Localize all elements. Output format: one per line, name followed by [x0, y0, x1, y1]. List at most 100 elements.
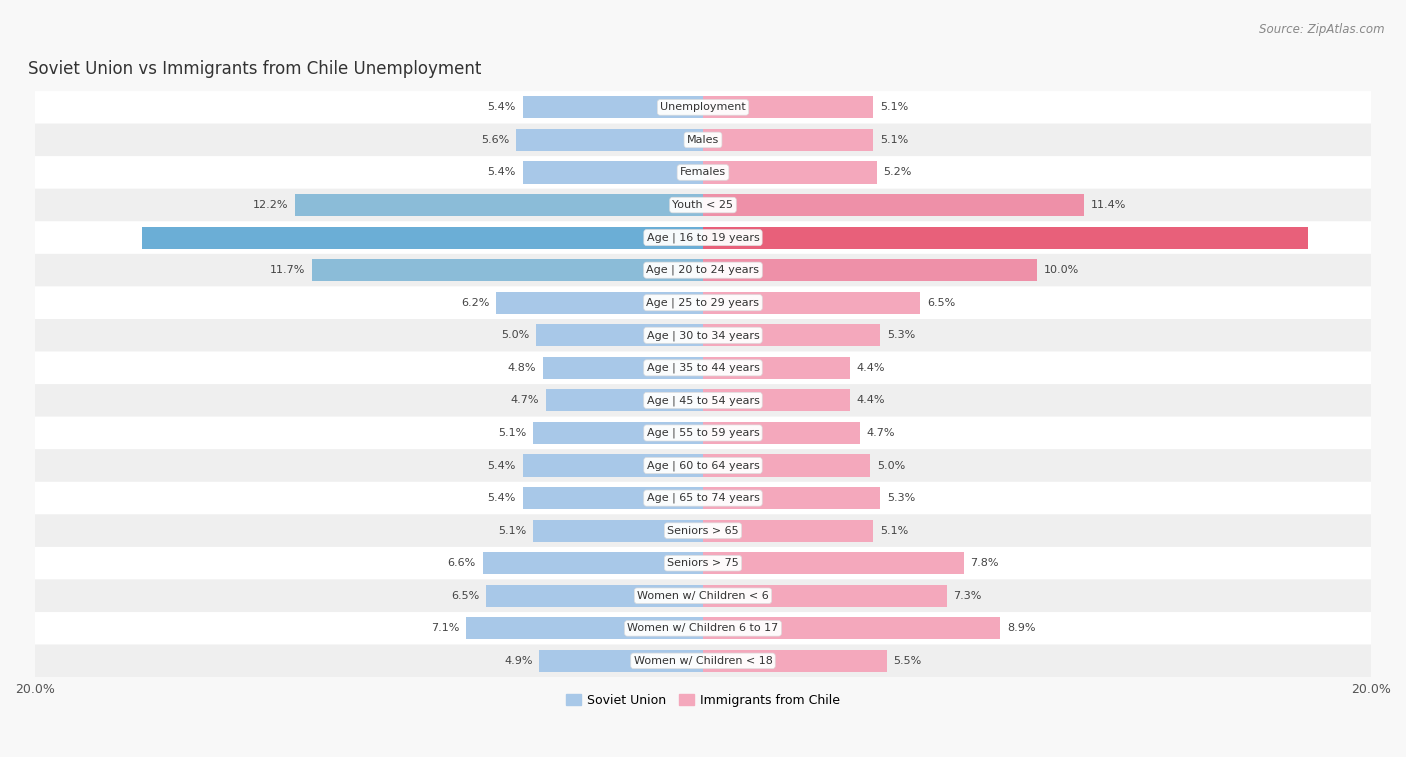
- Bar: [496, 291, 703, 314]
- FancyBboxPatch shape: [35, 319, 1371, 351]
- Bar: [703, 617, 1000, 640]
- Text: Females: Females: [681, 167, 725, 177]
- Text: 6.6%: 6.6%: [447, 558, 475, 569]
- Bar: [486, 584, 703, 607]
- Text: 4.4%: 4.4%: [856, 395, 886, 406]
- Text: Seniors > 75: Seniors > 75: [666, 558, 740, 569]
- Bar: [516, 129, 703, 151]
- Text: Seniors > 65: Seniors > 65: [668, 525, 738, 536]
- Bar: [703, 324, 880, 347]
- Bar: [540, 650, 703, 672]
- Legend: Soviet Union, Immigrants from Chile: Soviet Union, Immigrants from Chile: [561, 689, 845, 712]
- Text: 5.2%: 5.2%: [883, 167, 911, 177]
- Bar: [703, 454, 870, 477]
- Text: 5.1%: 5.1%: [880, 135, 908, 145]
- Text: 5.4%: 5.4%: [488, 102, 516, 112]
- Text: 5.4%: 5.4%: [488, 167, 516, 177]
- Bar: [703, 389, 851, 412]
- Bar: [142, 226, 703, 249]
- Text: 11.4%: 11.4%: [1091, 200, 1126, 210]
- FancyBboxPatch shape: [35, 449, 1371, 481]
- Text: 12.2%: 12.2%: [253, 200, 288, 210]
- Text: 4.4%: 4.4%: [856, 363, 886, 373]
- Text: Women w/ Children < 6: Women w/ Children < 6: [637, 590, 769, 601]
- Text: 5.1%: 5.1%: [498, 428, 526, 438]
- Text: Age | 45 to 54 years: Age | 45 to 54 years: [647, 395, 759, 406]
- Text: 5.6%: 5.6%: [481, 135, 509, 145]
- Bar: [703, 194, 1084, 216]
- Text: 6.2%: 6.2%: [461, 298, 489, 308]
- Bar: [533, 519, 703, 542]
- Bar: [533, 422, 703, 444]
- Text: Age | 60 to 64 years: Age | 60 to 64 years: [647, 460, 759, 471]
- FancyBboxPatch shape: [35, 221, 1371, 254]
- Bar: [523, 96, 703, 118]
- FancyBboxPatch shape: [35, 580, 1371, 612]
- Text: 8.9%: 8.9%: [1007, 623, 1035, 634]
- Text: 7.1%: 7.1%: [430, 623, 460, 634]
- FancyBboxPatch shape: [35, 254, 1371, 286]
- Text: 5.0%: 5.0%: [501, 330, 529, 341]
- FancyBboxPatch shape: [35, 612, 1371, 645]
- FancyBboxPatch shape: [35, 91, 1371, 123]
- Text: 5.0%: 5.0%: [877, 460, 905, 471]
- Bar: [703, 519, 873, 542]
- Bar: [523, 454, 703, 477]
- Bar: [523, 161, 703, 183]
- Text: Age | 25 to 29 years: Age | 25 to 29 years: [647, 298, 759, 308]
- Text: 5.1%: 5.1%: [498, 525, 526, 536]
- FancyBboxPatch shape: [35, 481, 1371, 514]
- Bar: [703, 487, 880, 509]
- Bar: [703, 650, 887, 672]
- FancyBboxPatch shape: [35, 514, 1371, 547]
- Bar: [312, 259, 703, 282]
- Text: 16.8%: 16.8%: [45, 232, 80, 242]
- Text: 4.9%: 4.9%: [505, 656, 533, 666]
- Bar: [523, 487, 703, 509]
- Bar: [543, 357, 703, 379]
- Text: Age | 55 to 59 years: Age | 55 to 59 years: [647, 428, 759, 438]
- Bar: [703, 96, 873, 118]
- Text: 5.3%: 5.3%: [887, 330, 915, 341]
- Text: 4.8%: 4.8%: [508, 363, 536, 373]
- FancyBboxPatch shape: [35, 188, 1371, 221]
- Bar: [482, 552, 703, 575]
- FancyBboxPatch shape: [35, 123, 1371, 156]
- Text: 6.5%: 6.5%: [451, 590, 479, 601]
- Bar: [536, 324, 703, 347]
- Text: Women w/ Children 6 to 17: Women w/ Children 6 to 17: [627, 623, 779, 634]
- Bar: [703, 552, 963, 575]
- Bar: [703, 129, 873, 151]
- Text: 5.4%: 5.4%: [488, 493, 516, 503]
- Text: Women w/ Children < 18: Women w/ Children < 18: [634, 656, 772, 666]
- Text: 4.7%: 4.7%: [510, 395, 540, 406]
- Text: 5.1%: 5.1%: [880, 525, 908, 536]
- Bar: [703, 259, 1038, 282]
- Text: 11.7%: 11.7%: [270, 265, 305, 275]
- FancyBboxPatch shape: [35, 547, 1371, 580]
- Text: 7.3%: 7.3%: [953, 590, 981, 601]
- Text: Age | 65 to 74 years: Age | 65 to 74 years: [647, 493, 759, 503]
- Bar: [546, 389, 703, 412]
- FancyBboxPatch shape: [35, 416, 1371, 449]
- Bar: [703, 226, 1308, 249]
- Bar: [703, 584, 946, 607]
- Bar: [703, 422, 860, 444]
- Text: Age | 30 to 34 years: Age | 30 to 34 years: [647, 330, 759, 341]
- FancyBboxPatch shape: [35, 156, 1371, 188]
- Text: Soviet Union vs Immigrants from Chile Unemployment: Soviet Union vs Immigrants from Chile Un…: [28, 61, 482, 79]
- Text: 5.3%: 5.3%: [887, 493, 915, 503]
- FancyBboxPatch shape: [35, 286, 1371, 319]
- Text: 10.0%: 10.0%: [1043, 265, 1078, 275]
- FancyBboxPatch shape: [35, 384, 1371, 416]
- Bar: [703, 357, 851, 379]
- Text: 5.4%: 5.4%: [488, 460, 516, 471]
- Text: 7.8%: 7.8%: [970, 558, 998, 569]
- Text: 5.5%: 5.5%: [893, 656, 922, 666]
- Text: 5.1%: 5.1%: [880, 102, 908, 112]
- Text: Youth < 25: Youth < 25: [672, 200, 734, 210]
- Text: Age | 16 to 19 years: Age | 16 to 19 years: [647, 232, 759, 243]
- FancyBboxPatch shape: [35, 645, 1371, 678]
- Bar: [465, 617, 703, 640]
- Text: 4.7%: 4.7%: [866, 428, 896, 438]
